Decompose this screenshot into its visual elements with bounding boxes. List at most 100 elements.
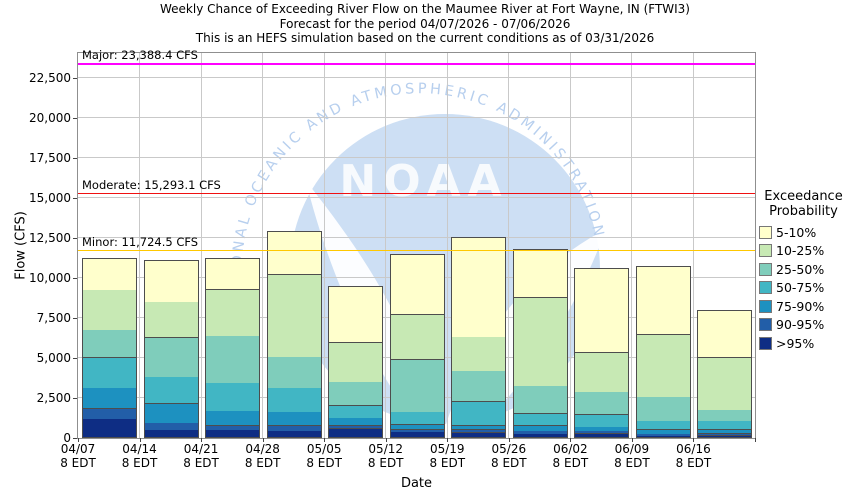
x-tick-time: 8 EDT bbox=[244, 456, 281, 470]
bar-segment-divider bbox=[206, 382, 260, 384]
y-axis-tick bbox=[73, 317, 77, 319]
legend-item-label: 50-75% bbox=[776, 280, 825, 295]
bar-segment-50-75 bbox=[267, 387, 321, 412]
bar-segment-5-10 bbox=[452, 238, 506, 337]
bar-04/21 bbox=[205, 258, 261, 438]
y-tick-label: 17,500 bbox=[29, 150, 71, 165]
bar-segment-75-90 bbox=[329, 417, 383, 426]
x-tick-date: 06/16 bbox=[676, 442, 711, 456]
bar-segment-divider bbox=[636, 428, 690, 430]
bar-segment-90-95 bbox=[698, 433, 752, 436]
bar-05/19 bbox=[451, 237, 507, 438]
bar-segment-divider bbox=[206, 410, 260, 412]
bar-segment-25-50 bbox=[575, 391, 629, 415]
bar-segment-50-75 bbox=[144, 376, 198, 404]
bar-segment-90-95 bbox=[83, 408, 137, 419]
threshold-label-major: Major: 23,388.4 CFS bbox=[82, 48, 198, 63]
bar-segment-divider bbox=[452, 428, 506, 430]
y-tick-label: 5,000 bbox=[36, 350, 71, 365]
bar-segment-5-10 bbox=[329, 287, 383, 343]
bar-segment-75-90 bbox=[575, 426, 629, 431]
bar-segment-divider bbox=[698, 432, 752, 434]
y-axis-tick bbox=[73, 197, 77, 199]
bar-segment-50-75 bbox=[698, 420, 752, 430]
bar-segment-divider bbox=[513, 385, 567, 387]
x-tick-label: 05/05 8 EDT bbox=[293, 442, 355, 470]
bar-segment-75-90 bbox=[636, 429, 690, 434]
bar-segment-divider bbox=[390, 358, 444, 360]
bar-segment-divider bbox=[390, 431, 444, 433]
legend-item: 5-10% bbox=[759, 225, 850, 240]
threshold-line-minor bbox=[78, 249, 755, 252]
bar-05/12 bbox=[389, 253, 445, 438]
bar-segment-divider bbox=[636, 333, 690, 335]
x-tick-time: 8 EDT bbox=[491, 456, 527, 470]
x-tick-label: 06/09 8 EDT bbox=[601, 442, 663, 470]
x-tick-label: 06/02 8 EDT bbox=[539, 442, 601, 470]
bar-segment-10-25 bbox=[329, 342, 383, 382]
y-tick-label: 20,000 bbox=[29, 110, 71, 125]
bar-segment-divider bbox=[513, 424, 567, 426]
bar-segment-divider bbox=[267, 411, 321, 413]
y-tick-label: 10,000 bbox=[29, 270, 71, 285]
y-axis-tick bbox=[73, 237, 77, 239]
gridline-horizontal bbox=[78, 117, 755, 119]
bar-05/26 bbox=[512, 249, 568, 438]
legend-item: 90-95% bbox=[759, 317, 850, 332]
bar-segment-divider bbox=[329, 381, 383, 383]
gridline-horizontal bbox=[78, 197, 755, 199]
gridline-vertical bbox=[323, 53, 325, 438]
bar-segment-95 bbox=[575, 433, 629, 438]
legend-swatch bbox=[759, 225, 772, 239]
bar-segment-divider bbox=[267, 356, 321, 358]
bar-segment-75-90 bbox=[452, 425, 506, 430]
y-tick-label: 12,500 bbox=[29, 230, 71, 245]
bar-segment-divider bbox=[206, 288, 260, 290]
bar-segment-90-95 bbox=[513, 430, 567, 434]
bar-segment-50-75 bbox=[83, 357, 137, 388]
bar-segment-95 bbox=[267, 430, 321, 438]
gridline-horizontal bbox=[78, 237, 755, 239]
bar-segment-divider bbox=[636, 420, 690, 422]
bar-segment-50-75 bbox=[636, 420, 690, 430]
chart-subtitle-conditions: This is an HEFS simulation based on the … bbox=[195, 31, 655, 45]
x-tick-time: 8 EDT bbox=[121, 456, 158, 470]
bar-segment-5-10 bbox=[206, 259, 260, 290]
bar-segment-75-90 bbox=[144, 403, 198, 423]
bar-segment-divider bbox=[267, 430, 321, 432]
bar-segment-10-25 bbox=[83, 289, 137, 330]
bar-06/02 bbox=[574, 268, 630, 438]
bar-segment-10-25 bbox=[390, 314, 444, 360]
bar-segment-divider bbox=[513, 430, 567, 432]
bar-segment-10-25 bbox=[452, 336, 506, 371]
bar-segment-divider bbox=[329, 341, 383, 343]
bar-segment-10-25 bbox=[513, 297, 567, 386]
x-axis-tick bbox=[78, 438, 79, 442]
bar-segment-25-50 bbox=[513, 385, 567, 414]
bar-segment-25-50 bbox=[329, 381, 383, 406]
bar-segment-divider bbox=[698, 409, 752, 411]
bar-segment-5-10 bbox=[83, 259, 137, 290]
gridline-vertical bbox=[692, 53, 694, 438]
bar-06/09 bbox=[635, 266, 691, 438]
x-axis-tick bbox=[385, 438, 387, 442]
bar-segment-divider bbox=[390, 428, 444, 430]
bar-segment-10-25 bbox=[698, 357, 752, 410]
threshold-line-moderate bbox=[78, 192, 755, 195]
x-tick-label: 04/28 8 EDT bbox=[232, 442, 294, 470]
legend-item: >95% bbox=[759, 336, 850, 351]
gridline-vertical bbox=[200, 53, 202, 438]
bar-segment-divider bbox=[144, 422, 198, 424]
x-tick-time: 8 EDT bbox=[429, 456, 466, 470]
y-axis-tick bbox=[73, 438, 77, 439]
gridline-vertical bbox=[631, 53, 633, 438]
x-axis-label: Date bbox=[400, 476, 433, 491]
bar-segment-5-10 bbox=[636, 267, 690, 335]
bar-segment-divider bbox=[206, 429, 260, 431]
bar-segment-50-75 bbox=[329, 405, 383, 418]
gridline-vertical bbox=[508, 53, 510, 438]
bar-segment-divider bbox=[83, 418, 137, 420]
bar-segment-95 bbox=[452, 432, 506, 438]
bar-segment-90-95 bbox=[452, 429, 506, 433]
y-axis-tick bbox=[73, 397, 77, 399]
